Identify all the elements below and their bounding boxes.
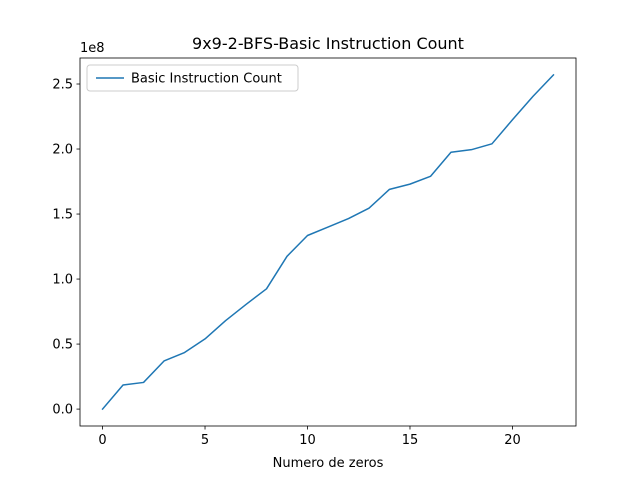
x-tick-label: 0 (98, 433, 106, 448)
y-tick-label: 0.0 (52, 403, 73, 418)
legend-label: Basic Instruction Count (131, 72, 282, 87)
legend-box (86, 64, 299, 92)
x-tick-label: 10 (299, 433, 316, 448)
series-line-0 (101, 73, 555, 411)
plot-frame (79, 57, 577, 427)
chart-title: 9x9-2-BFS-Basic Instruction Count (192, 34, 464, 53)
y-multiplier-label: 1e8 (80, 41, 105, 56)
y-tick-label: 2.0 (52, 143, 73, 158)
y-tick-label: 1.0 (52, 273, 73, 288)
y-tick-label: 0.5 (52, 338, 73, 353)
y-tick-label: 2.5 (52, 78, 73, 93)
x-tick-label: 20 (504, 433, 521, 448)
plot-area (79, 57, 577, 427)
legend: Basic Instruction Count (86, 64, 299, 92)
y-axis: 0.0 0.5 1.0 1.5 2.0 2.5 (52, 78, 80, 418)
x-tick-label: 15 (402, 433, 419, 448)
x-axis-label: Numero de zeros (273, 456, 384, 471)
x-axis: 0 5 10 15 20 (98, 426, 521, 448)
x-tick-label: 5 (201, 433, 209, 448)
y-tick-label: 1.5 (52, 208, 73, 223)
